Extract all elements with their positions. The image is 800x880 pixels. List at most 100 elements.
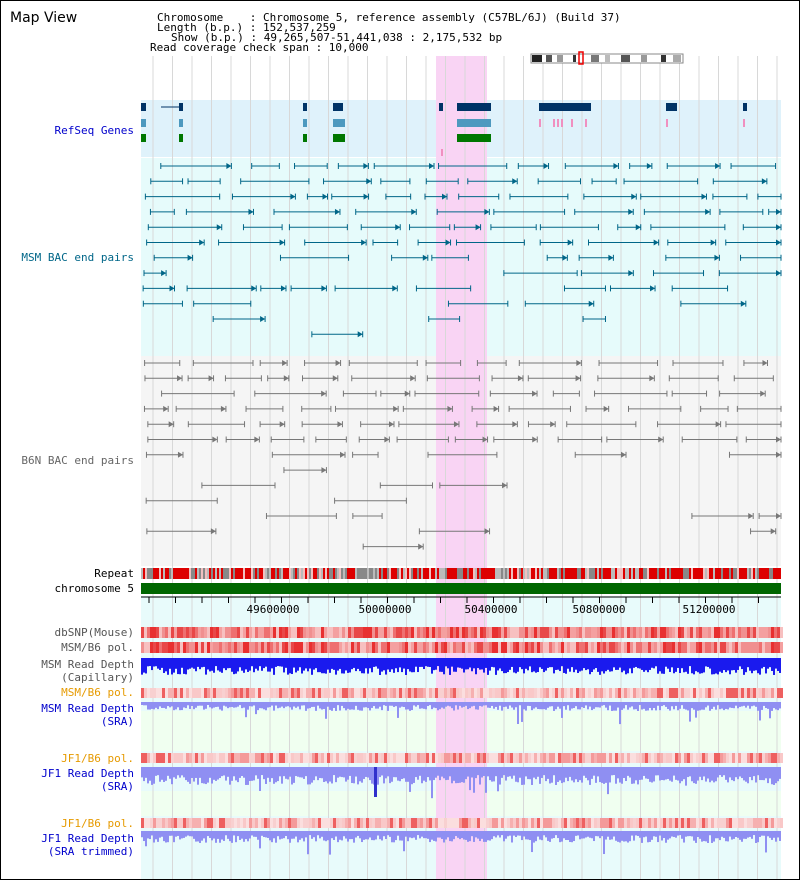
msm-b6-polymorphism <box>327 642 330 653</box>
msm-read-depth-capillary-bar <box>359 658 361 672</box>
jf1-read-depth-sra-bar <box>169 767 171 779</box>
repeat-element <box>495 568 497 579</box>
msm-read-depth-sra-bar <box>151 702 153 709</box>
jf1-b6-polymorphism-trimmed <box>663 818 666 828</box>
msm-b6-polymorphism <box>261 642 264 653</box>
refseq-cds <box>303 134 307 142</box>
msm-b6-polymorphism <box>570 642 573 653</box>
msm-b6-polymorphism-sra <box>645 688 648 698</box>
dbsnp-density <box>267 627 270 638</box>
jf1-b6-polymorphism <box>639 753 642 763</box>
track-label-msm-bac-end-pairs[interactable]: MSM BAC end pairs <box>21 251 134 264</box>
track-label-msm-b6-pol: MSM/B6 pol. <box>61 641 134 654</box>
jf1-read-depth-trimmed-bar <box>371 831 373 841</box>
jf1-read-depth-sra-bar <box>717 767 719 778</box>
msm-read-depth-capillary-bar <box>587 658 589 670</box>
repeat-element <box>623 568 625 579</box>
jf1-read-depth-trimmed-bar <box>393 831 395 843</box>
jf1-b6-polymorphism <box>777 753 780 763</box>
msm-read-depth-capillary-bar <box>677 658 679 668</box>
msm-read-depth-capillary-bar <box>471 658 473 672</box>
b6n-bac-pair-arrow <box>484 528 490 535</box>
msm-read-depth-sra-bar <box>175 702 177 710</box>
jf1-b6-polymorphism-trimmed <box>438 818 441 828</box>
jf1-read-depth-sra-bar <box>665 767 667 780</box>
msm-read-depth-sra-bar <box>537 702 539 709</box>
dbsnp-density <box>351 627 354 638</box>
msm-read-depth-capillary-bar <box>251 658 253 667</box>
dbsnp-density <box>456 627 459 638</box>
jf1-b6-polymorphism-trimmed <box>264 818 267 828</box>
msm-read-depth-capillary-bar <box>511 658 513 667</box>
msm-read-depth-sra-bar <box>315 702 317 711</box>
msm-read-depth-capillary-bar <box>481 658 483 670</box>
jf1-b6-polymorphism <box>531 753 534 763</box>
jf1-b6-polymorphism <box>720 753 723 763</box>
repeat-element <box>555 568 557 579</box>
repeat-element <box>765 568 767 579</box>
jf1-read-depth-sra-bar <box>405 767 407 782</box>
jf1-b6-polymorphism <box>771 753 774 763</box>
msm-bac-pair-arrow <box>334 208 340 215</box>
jf1-b6-polymorphism <box>369 753 372 763</box>
refseq-snp-mark <box>571 119 573 127</box>
jf1-read-depth-trimmed-bar <box>631 831 633 836</box>
jf1-read-depth-sra-bar <box>199 767 201 778</box>
jf1-read-depth-sra-bar <box>657 767 659 776</box>
jf1-b6-polymorphism-trimmed <box>231 818 234 828</box>
refseq-transcript <box>303 119 307 127</box>
repeat-element <box>683 568 685 579</box>
repeat-element <box>143 568 145 579</box>
jf1-read-depth-trimmed-bar <box>479 831 481 842</box>
msm-read-depth-capillary-bar <box>565 658 567 674</box>
msm-b6-polymorphism <box>420 642 423 653</box>
msm-read-depth-sra-bar <box>261 702 263 709</box>
jf1-read-depth-sra-bar <box>379 767 381 778</box>
jf1-b6-polymorphism <box>177 753 180 763</box>
jf1-b6-polymorphism-trimmed <box>258 818 261 828</box>
track-label-refseq-genes[interactable]: RefSeq Genes <box>54 124 134 137</box>
jf1-read-depth-sra-bar <box>187 767 189 782</box>
msm-read-depth-capillary-bar <box>535 658 537 673</box>
msm-b6-polymorphism <box>693 642 696 653</box>
refseq-snp-mark <box>553 119 555 127</box>
dbsnp-density <box>708 627 711 638</box>
jf1-b6-polymorphism <box>576 753 579 763</box>
repeat-element <box>231 568 233 579</box>
msm-b6-polymorphism-sra <box>168 688 171 698</box>
b6n-bac-pair-arrow <box>384 436 390 443</box>
msm-read-depth-capillary-bar <box>239 658 241 668</box>
dbsnp-density <box>633 627 636 638</box>
msm-read-depth-capillary-bar <box>683 658 685 673</box>
jf1-read-depth-trimmed-bar <box>481 831 483 839</box>
jf1-read-depth-trimmed-bar <box>329 831 331 855</box>
msm-read-depth-capillary-bar <box>779 658 781 673</box>
repeat-element <box>189 568 191 579</box>
msm-b6-polymorphism-sra <box>759 688 762 698</box>
jf1-read-depth-sra-bar <box>203 767 205 784</box>
jf1-read-depth-trimmed-bar <box>375 831 377 840</box>
dbsnp-density <box>774 627 777 638</box>
msm-b6-polymorphism-sra <box>261 688 264 698</box>
msm-b6-polymorphism-sra <box>615 688 618 698</box>
jf1-read-depth-trimmed-bar <box>289 831 291 843</box>
msm-b6-polymorphism <box>579 642 582 653</box>
repeat-element <box>739 568 741 579</box>
jf1-b6-polymorphism <box>537 753 540 763</box>
msm-read-depth-capillary-bar <box>375 658 377 667</box>
dbsnp-density <box>732 627 735 638</box>
msm-read-depth-capillary-bar <box>507 658 509 673</box>
track-label-b6n-bac-end-pairs[interactable]: B6N BAC end pairs <box>21 454 134 467</box>
jf1-b6-polymorphism <box>696 753 699 763</box>
jf1-read-depth-trimmed-bar <box>655 831 657 837</box>
jf1-read-depth-trimmed-bar <box>537 831 539 837</box>
jf1-read-depth-sra-bar <box>177 767 179 776</box>
jf1-b6-polymorphism-trimmed <box>225 818 228 828</box>
jf1-read-depth-trimmed-bar <box>203 831 205 839</box>
msm-read-depth-capillary-bar <box>427 658 429 667</box>
msm-read-depth-sra-bar <box>457 702 459 710</box>
jf1-b6-polymorphism <box>366 753 369 763</box>
msm-bac-pair-arrow <box>710 239 716 246</box>
msm-b6-polymorphism-sra <box>333 688 336 698</box>
